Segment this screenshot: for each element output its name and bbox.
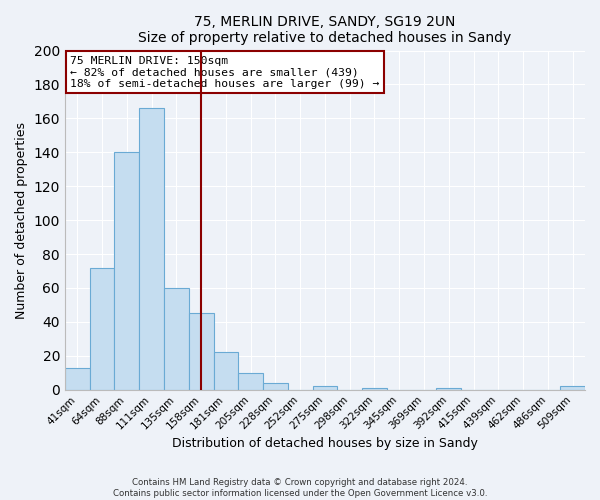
Bar xyxy=(115,152,139,390)
Bar xyxy=(89,268,115,390)
Bar xyxy=(362,388,387,390)
Bar xyxy=(214,352,238,390)
Bar xyxy=(313,386,337,390)
Y-axis label: Number of detached properties: Number of detached properties xyxy=(15,122,28,318)
Bar xyxy=(65,368,89,390)
Bar xyxy=(139,108,164,390)
Bar xyxy=(560,386,585,390)
Bar xyxy=(238,373,263,390)
X-axis label: Distribution of detached houses by size in Sandy: Distribution of detached houses by size … xyxy=(172,437,478,450)
Bar xyxy=(263,383,288,390)
Bar xyxy=(164,288,189,390)
Text: 75 MERLIN DRIVE: 150sqm
← 82% of detached houses are smaller (439)
18% of semi-d: 75 MERLIN DRIVE: 150sqm ← 82% of detache… xyxy=(70,56,379,89)
Text: Contains HM Land Registry data © Crown copyright and database right 2024.
Contai: Contains HM Land Registry data © Crown c… xyxy=(113,478,487,498)
Title: 75, MERLIN DRIVE, SANDY, SG19 2UN
Size of property relative to detached houses i: 75, MERLIN DRIVE, SANDY, SG19 2UN Size o… xyxy=(139,15,512,45)
Bar xyxy=(436,388,461,390)
Bar xyxy=(189,314,214,390)
